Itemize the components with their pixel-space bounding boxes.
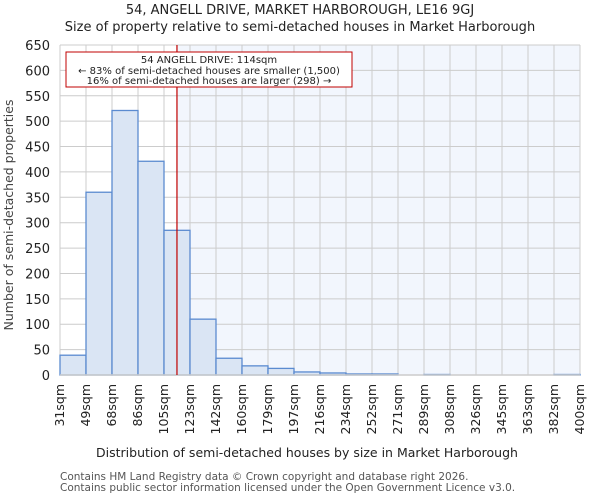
y-tick-label: 350 xyxy=(25,191,50,206)
x-tick-label: 400sqm xyxy=(572,384,587,434)
footer-copyright: Contains HM Land Registry data © Crown c… xyxy=(60,471,469,483)
histogram-bar xyxy=(189,318,217,376)
x-tick-label: 345sqm xyxy=(494,384,509,434)
chart-title: 54, ANGELL DRIVE, MARKET HARBOROUGH, LE1… xyxy=(125,3,475,18)
x-tick-label: 216sqm xyxy=(312,384,327,434)
x-tick-label: 142sqm xyxy=(208,384,223,434)
histogram-bar xyxy=(59,354,87,376)
annotation-line-1: 54 ANGELL DRIVE: 114sqm xyxy=(141,55,277,66)
larger-region-shading xyxy=(176,45,580,375)
x-tick-label: 49sqm xyxy=(78,384,93,427)
histogram-bar xyxy=(137,160,165,376)
x-tick-label: 123sqm xyxy=(182,384,197,434)
x-tick-label: 382sqm xyxy=(546,384,561,434)
y-tick-label: 300 xyxy=(25,217,50,232)
x-tick-label: 105sqm xyxy=(156,384,171,434)
x-tick-label: 363sqm xyxy=(520,384,535,434)
y-tick-label: 200 xyxy=(25,267,50,282)
x-tick-label: 160sqm xyxy=(234,384,249,434)
y-tick-label: 650 xyxy=(25,39,50,54)
histogram-bar xyxy=(241,365,269,376)
histogram-bar xyxy=(215,357,243,376)
histogram-bar xyxy=(267,367,295,376)
histogram-bar xyxy=(111,109,139,376)
x-tick-label: 271sqm xyxy=(390,384,405,434)
x-tick-label: 68sqm xyxy=(104,384,119,427)
chart-subtitle: Size of property relative to semi-detach… xyxy=(64,20,536,35)
x-tick-label: 289sqm xyxy=(416,384,431,434)
y-tick-label: 50 xyxy=(33,344,50,359)
y-tick-label: 100 xyxy=(25,318,50,333)
footer-licence: Contains public sector information licen… xyxy=(60,482,516,494)
y-tick-label: 150 xyxy=(25,293,50,308)
annotation-line-3: 16% of semi-detached houses are larger (… xyxy=(87,76,332,87)
x-axis-label: Distribution of semi-detached houses by … xyxy=(96,445,518,460)
y-tick-label: 250 xyxy=(25,242,50,257)
annotation-box xyxy=(65,51,353,88)
y-axis-label: Number of semi-detached properties xyxy=(1,100,16,331)
x-tick-label: 234sqm xyxy=(338,384,353,434)
y-tick-label: 0 xyxy=(42,369,50,384)
annotation-line-2: ← 83% of semi-detached houses are smalle… xyxy=(78,66,340,77)
x-tick-label: 31sqm xyxy=(52,384,67,427)
y-tick-label: 550 xyxy=(25,90,50,105)
y-tick-label: 450 xyxy=(25,141,50,156)
y-tick-label: 500 xyxy=(25,115,50,130)
x-tick-label: 197sqm xyxy=(286,384,301,434)
x-tick-label: 86sqm xyxy=(130,384,145,427)
x-tick-label: 252sqm xyxy=(364,384,379,434)
x-tick-label: 179sqm xyxy=(260,384,275,434)
x-tick-label: 326sqm xyxy=(468,384,483,434)
x-tick-label: 308sqm xyxy=(442,384,457,434)
y-tick-label: 600 xyxy=(25,64,50,79)
histogram-bar xyxy=(85,191,113,376)
y-tick-label: 400 xyxy=(25,166,50,181)
